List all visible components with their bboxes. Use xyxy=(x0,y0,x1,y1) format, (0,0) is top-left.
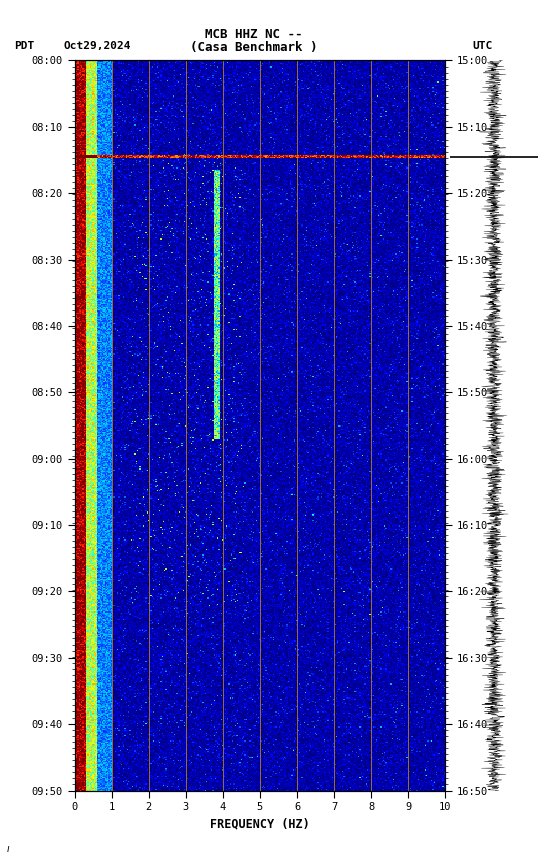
Text: $\mathit{ı}$: $\mathit{ı}$ xyxy=(6,843,10,854)
Text: (Casa Benchmark ): (Casa Benchmark ) xyxy=(190,41,317,54)
X-axis label: FREQUENCY (HZ): FREQUENCY (HZ) xyxy=(210,818,310,831)
Text: Oct29,2024: Oct29,2024 xyxy=(63,41,131,52)
Text: UTC: UTC xyxy=(472,41,492,52)
Text: MCB HHZ NC --: MCB HHZ NC -- xyxy=(205,28,302,41)
Text: PDT: PDT xyxy=(14,41,34,52)
